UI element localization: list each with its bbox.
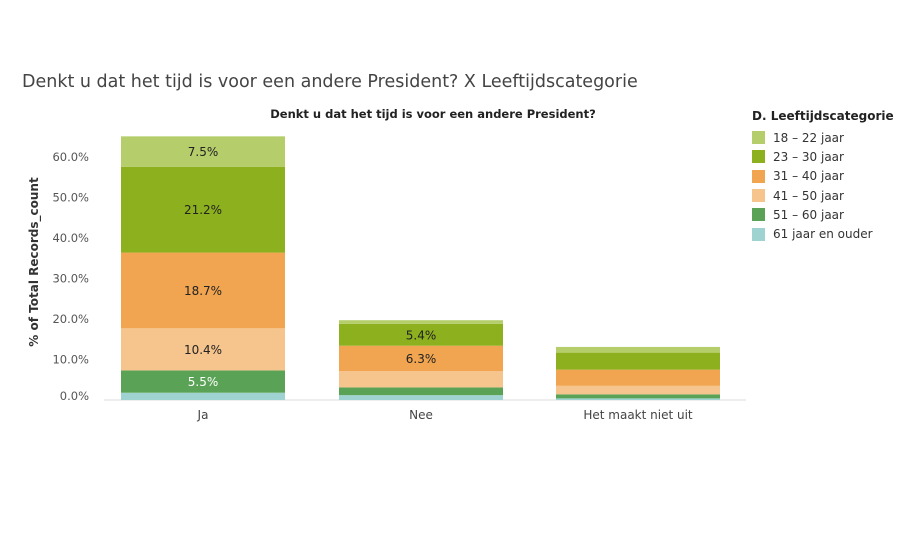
bar-segment <box>121 166 285 253</box>
data-label: 5.5% <box>188 375 219 389</box>
legend-item: 51 – 60 jaar <box>752 205 894 224</box>
legend-label: 23 – 30 jaar <box>773 149 844 164</box>
legend-item: 31 – 40 jaar <box>752 167 894 186</box>
x-tick-label: Het maakt niet uit <box>583 408 693 422</box>
bar-segment <box>556 385 720 395</box>
legend-swatch <box>752 131 765 145</box>
y-tick-label: 50.0% <box>52 191 89 205</box>
data-label: 5.4% <box>406 328 437 342</box>
legend-label: 31 – 40 jaar <box>773 169 844 184</box>
legend-label: 18 – 22 jaar <box>773 130 844 145</box>
page-title: Denkt u dat het tijd is voor een andere … <box>22 72 638 92</box>
y-tick-label: 20.0% <box>52 312 89 326</box>
legend-label: 61 jaar en ouder <box>773 227 873 242</box>
y-tick-label: 30.0% <box>52 272 89 286</box>
data-label: 21.2% <box>184 203 222 217</box>
bar-segment <box>339 320 503 324</box>
bar-segment <box>556 369 720 386</box>
legend-swatch <box>752 208 765 222</box>
bar-segment <box>556 398 720 400</box>
bar-segment <box>121 392 285 400</box>
legend-label: 51 – 60 jaar <box>773 207 844 222</box>
bar-segment <box>339 395 503 400</box>
legend-item: 18 – 22 jaar <box>752 128 894 147</box>
x-tick-label: Nee <box>409 408 433 422</box>
y-tick-label: 10.0% <box>52 353 89 367</box>
y-tick-label: 40.0% <box>52 231 89 245</box>
legend-title: D. Leeftijdscategorie <box>752 109 894 123</box>
legend-swatch <box>752 227 765 241</box>
y-tick-label: 0.0% <box>60 389 89 403</box>
legend-item: 61 jaar en ouder <box>752 224 894 243</box>
legend-item: 23 – 30 jaar <box>752 147 894 166</box>
y-tick-label: 60.0% <box>52 150 89 164</box>
data-label: 6.3% <box>406 352 437 366</box>
data-label: 7.5% <box>188 145 219 159</box>
legend-swatch <box>752 189 765 203</box>
bar-segment <box>121 328 285 371</box>
legend-swatch <box>752 150 765 164</box>
bar-segment <box>121 252 285 329</box>
y-axis-title: % of Total Records_count <box>27 177 42 347</box>
legend: D. Leeftijdscategorie 18 – 22 jaar 23 – 3… <box>752 109 894 244</box>
bar-segment <box>121 136 285 167</box>
legend-item: 41 – 50 jaar <box>752 186 894 205</box>
legend-swatch <box>752 169 765 183</box>
bar-segment <box>339 371 503 388</box>
legend-items: 18 – 22 jaar 23 – 30 jaar 31 – 40 jaar 41 –… <box>752 128 894 244</box>
legend-label: 41 – 50 jaar <box>773 188 844 203</box>
bar-segment <box>339 345 503 372</box>
data-label: 18.7% <box>184 284 222 298</box>
bar-segment <box>556 394 720 399</box>
data-label: 10.4% <box>184 343 222 357</box>
plot-area: 0.0% 10.0% 20.0% 30.0% 40.0% 50.0% 60.0% 5.5% 10… <box>52 136 746 422</box>
bar-segment <box>556 352 720 370</box>
chart-title: Denkt u dat het tijd is voor een andere … <box>270 107 596 121</box>
bar-segment <box>121 370 285 393</box>
bar-segment <box>339 323 503 346</box>
x-tick-label: Ja <box>197 408 209 422</box>
bar-segment <box>556 346 720 353</box>
bar-segment <box>339 387 503 396</box>
